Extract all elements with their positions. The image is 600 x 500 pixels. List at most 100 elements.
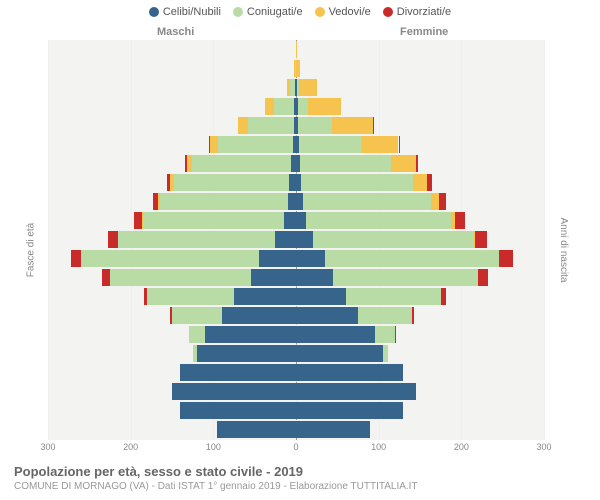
bar-segment	[287, 79, 290, 96]
bar-segment	[275, 231, 296, 248]
bar-segment	[475, 231, 487, 248]
bar-segment	[416, 155, 418, 172]
bar-segment	[296, 421, 370, 438]
bar-segment	[193, 345, 197, 362]
x-axis: 3002001000100200300	[48, 440, 544, 456]
bar-segment	[296, 41, 297, 58]
bar-segment	[296, 60, 300, 77]
bar-segment	[108, 231, 118, 248]
bar-segment	[296, 307, 358, 324]
legend-item: Divorziati/e	[383, 6, 451, 18]
bar-segment	[290, 79, 295, 96]
bar-segment	[248, 117, 293, 134]
bar-segment	[251, 269, 296, 286]
bar-segment	[313, 231, 474, 248]
bar-segment	[158, 193, 160, 210]
x-tick: 200	[454, 442, 469, 452]
bar-segment	[205, 326, 296, 343]
bar-segment	[142, 212, 143, 229]
legend-label: Divorziati/e	[397, 6, 451, 18]
bar-segment	[395, 326, 396, 343]
y-axis-title-right: Anni di nascita	[558, 217, 569, 282]
legend-item: Coniugati/e	[233, 6, 303, 18]
bar-segment	[299, 79, 317, 96]
bar-segment	[259, 250, 296, 267]
legend-swatch	[149, 7, 159, 17]
bar-segment	[222, 307, 296, 324]
legend-label: Vedovi/e	[329, 6, 371, 18]
bar-segment	[170, 307, 172, 324]
bar-segment	[187, 155, 192, 172]
bar-segment	[431, 193, 439, 210]
female-label: Femmine	[400, 26, 448, 38]
bar-segment	[299, 136, 361, 153]
bar-segment	[391, 155, 416, 172]
bar-segment	[441, 288, 446, 305]
bar-segment	[308, 98, 341, 115]
bar-segment	[296, 288, 346, 305]
y-axis-title-left: Fasce di età	[26, 223, 37, 277]
bar-segment	[288, 193, 296, 210]
legend-label: Celibi/Nubili	[163, 6, 221, 18]
legend-label: Coniugati/e	[247, 6, 303, 18]
bar-segment	[499, 250, 512, 267]
bar-segment	[383, 345, 388, 362]
legend: Celibi/Nubili Coniugati/e Vedovi/e Divorzia…	[0, 0, 600, 18]
bar-segment	[427, 174, 431, 191]
bar-segment	[160, 193, 288, 210]
bar-segment	[81, 250, 259, 267]
x-tick: 300	[40, 442, 55, 452]
bar-segment	[265, 98, 273, 115]
bar-segment	[296, 269, 333, 286]
bar-segment	[413, 174, 428, 191]
bar-segment	[478, 269, 488, 286]
bar-segment	[301, 174, 413, 191]
bar-segment	[174, 174, 290, 191]
bar-segment	[455, 212, 465, 229]
bar-segment	[218, 136, 292, 153]
bar-segment	[153, 193, 158, 210]
bar-segment	[296, 250, 325, 267]
bar-segment	[209, 136, 210, 153]
bar-segment	[210, 136, 218, 153]
bar-segment	[296, 402, 403, 419]
bar-segment	[333, 269, 478, 286]
bar-segment	[197, 345, 296, 362]
bar-segment	[118, 231, 275, 248]
legend-item: Vedovi/e	[315, 6, 371, 18]
bar-segment	[189, 326, 206, 343]
bar-segment	[167, 174, 170, 191]
bar-segment	[134, 212, 142, 229]
bar-segment	[234, 288, 296, 305]
bar-segment	[296, 364, 403, 381]
bar-segment	[274, 98, 295, 115]
bar-segment	[284, 212, 296, 229]
bar-segment	[71, 250, 81, 267]
legend-swatch	[315, 7, 325, 17]
bar-segment	[185, 155, 187, 172]
grid-line	[48, 40, 49, 440]
bar-segment	[144, 288, 147, 305]
bar-segment	[296, 231, 313, 248]
x-tick: 100	[206, 442, 221, 452]
bar-segment	[306, 212, 451, 229]
x-tick: 200	[123, 442, 138, 452]
footer: Popolazione per età, sesso e stato civil…	[14, 464, 418, 492]
bar-segment	[346, 288, 441, 305]
bar-segment	[303, 193, 431, 210]
bar-segment	[373, 117, 374, 134]
bar-segment	[170, 174, 173, 191]
male-label: Maschi	[157, 26, 194, 38]
bar-segment	[439, 193, 446, 210]
bar-segment	[298, 117, 331, 134]
bar-segment	[399, 136, 401, 153]
bar-segment	[296, 326, 375, 343]
bar-segment	[296, 193, 303, 210]
bar-segment	[412, 307, 414, 324]
bar-segment	[172, 383, 296, 400]
chart-subtitle: COMUNE DI MORNAGO (VA) - Dati ISTAT 1° g…	[14, 481, 418, 492]
bar-segment	[289, 174, 296, 191]
bar-segment	[180, 402, 296, 419]
bar-segment	[296, 383, 416, 400]
bar-segment	[147, 288, 234, 305]
